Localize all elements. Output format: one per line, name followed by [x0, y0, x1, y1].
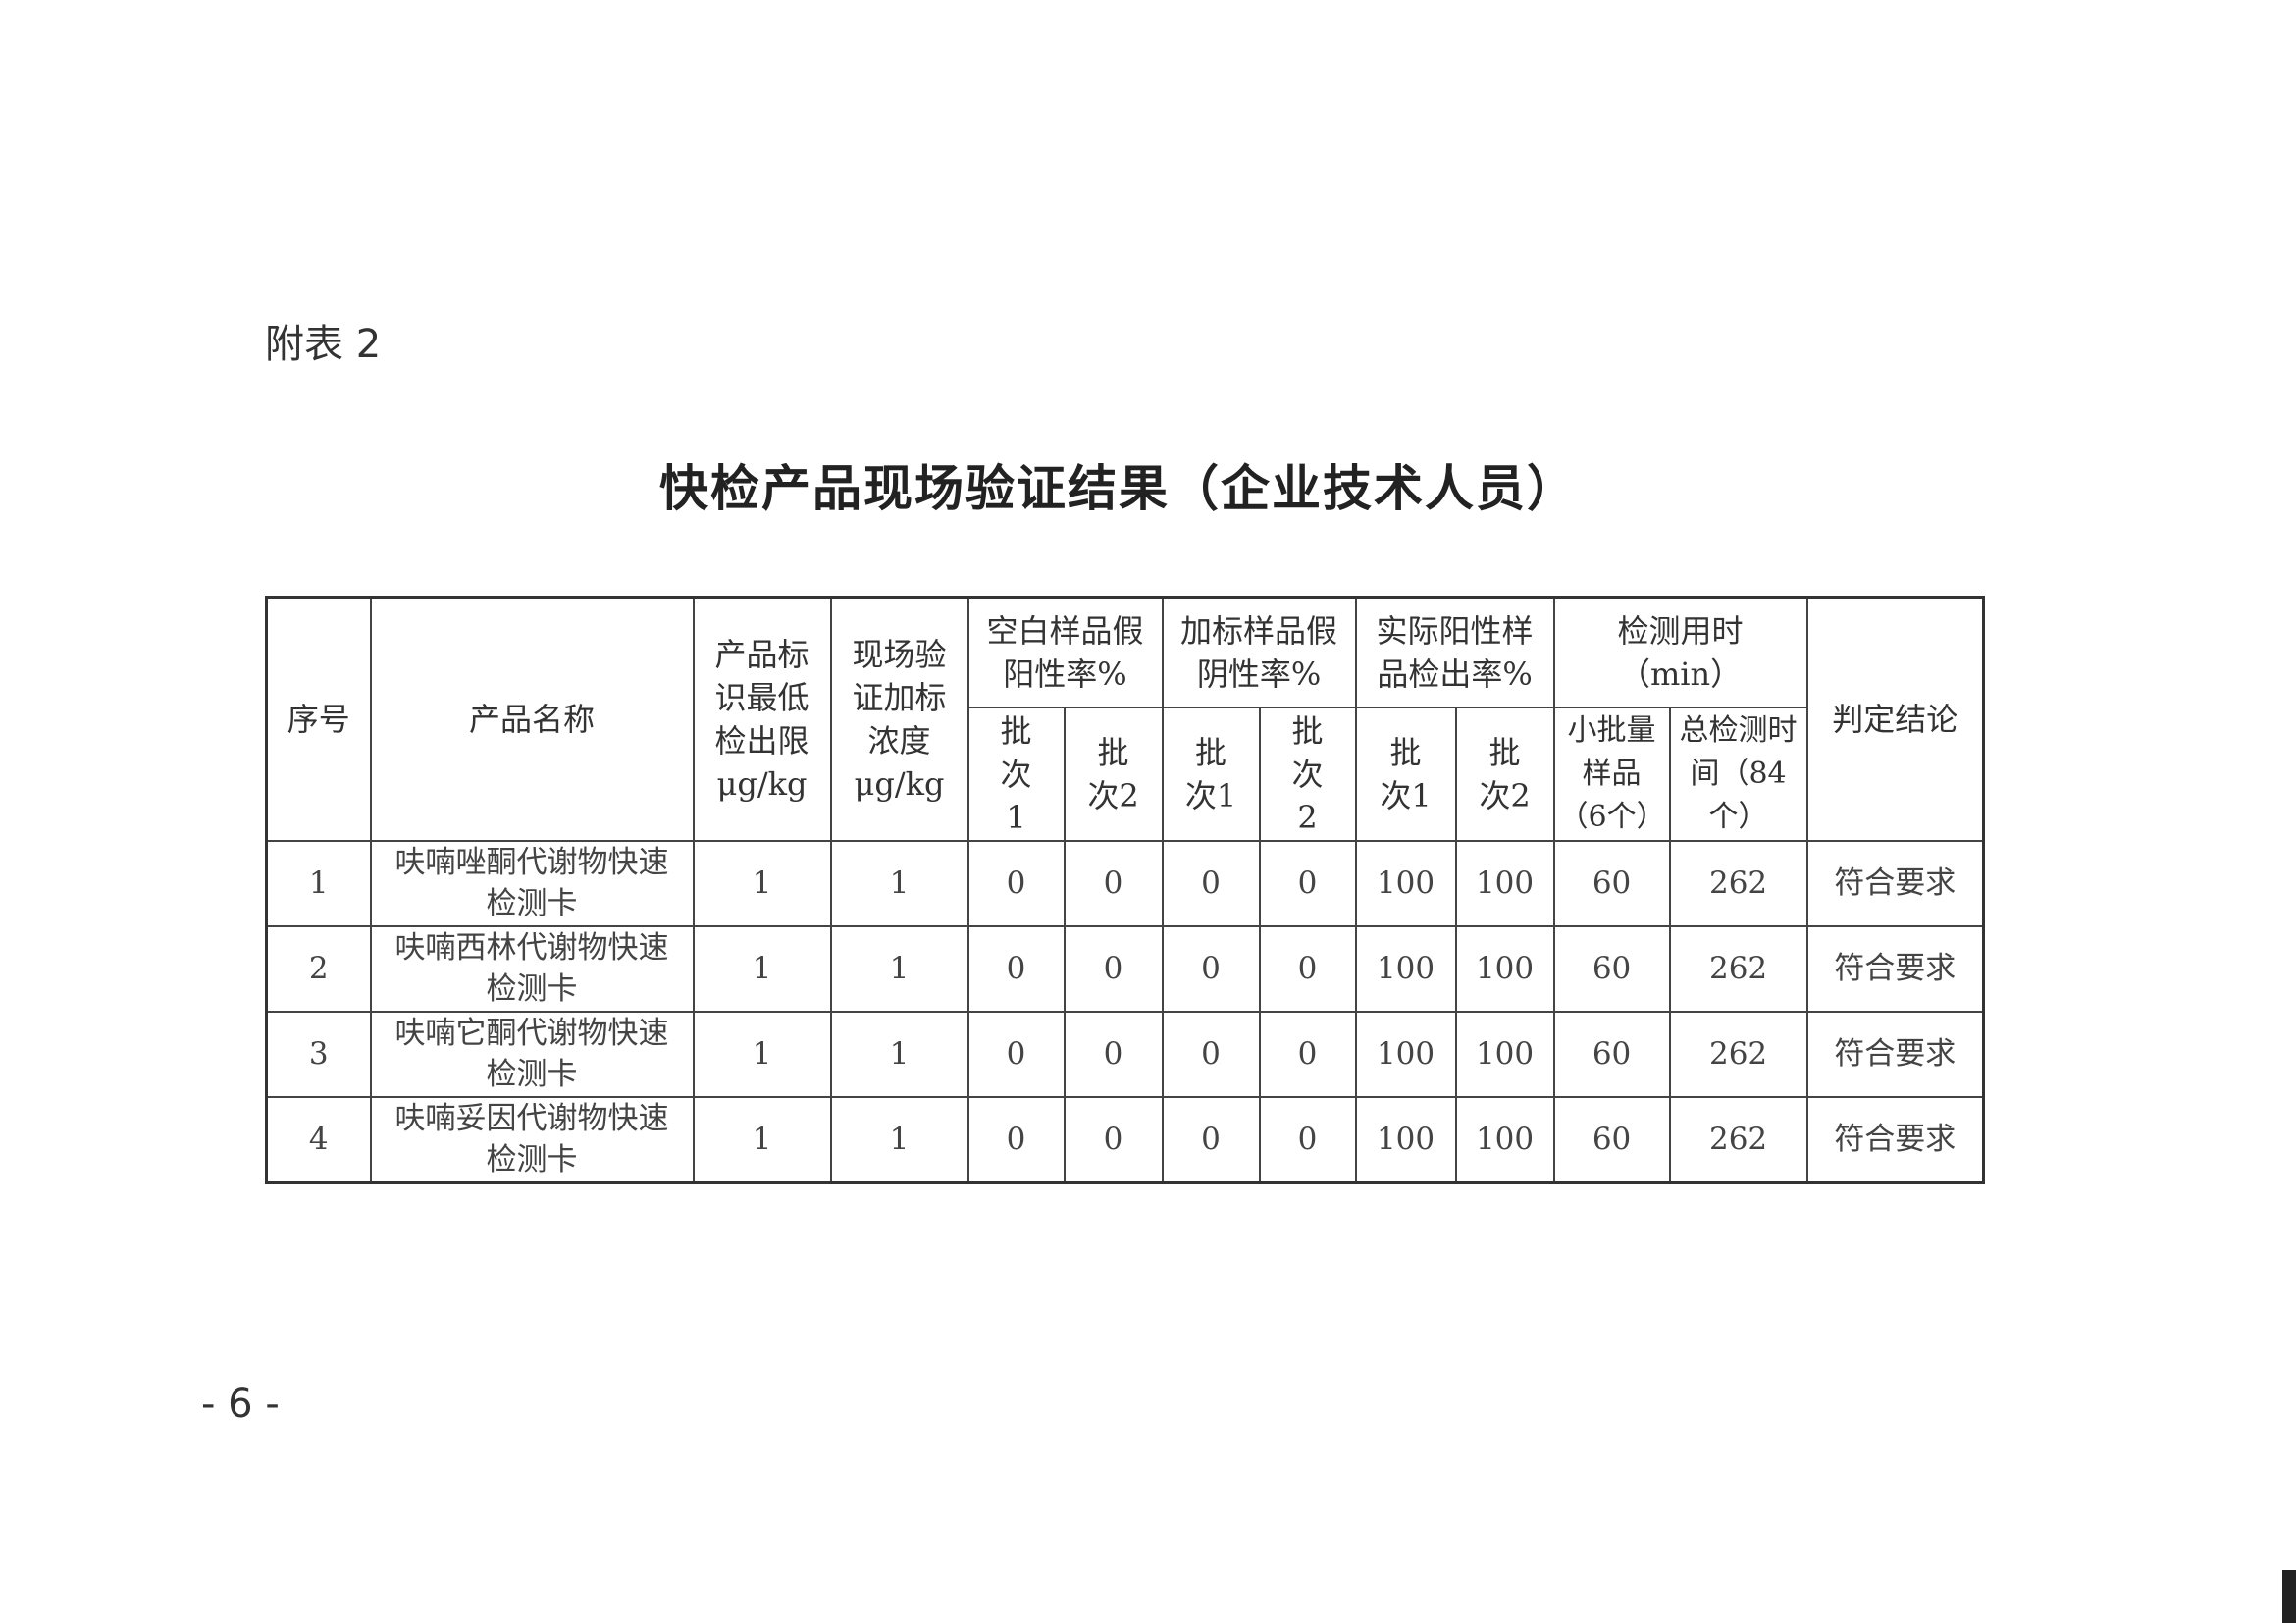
cell-lod: 1: [692, 1095, 832, 1183]
cell-bfp2: 0: [1063, 924, 1164, 1013]
cell-total: 262: [1668, 924, 1808, 1013]
cell-small: 60: [1552, 1095, 1671, 1183]
cell-spike: 1: [829, 924, 969, 1013]
cell-pd1: 100: [1354, 839, 1457, 927]
appendix-label: 附表 2: [265, 322, 382, 367]
cell-spike: 1: [829, 1010, 969, 1098]
cell-spike: 1: [829, 839, 969, 927]
cell-small: 60: [1552, 924, 1671, 1013]
cell-sfn2: 0: [1258, 1095, 1357, 1183]
cell-pd2: 100: [1454, 924, 1555, 1013]
cell-conclusion: 符合要求: [1805, 839, 1985, 927]
cell-bfp2: 0: [1063, 1010, 1164, 1098]
header-lod: 产品标识最低检出限μg/kg: [692, 596, 832, 842]
cell-index: 3: [265, 1010, 372, 1098]
cell-lod: 1: [692, 839, 832, 927]
table-row: 2 呋喃西林代谢物快速检测卡 1 1 0 0 0 0 100 100 60 262 符合要求: [265, 924, 1985, 1013]
cell-total: 262: [1668, 839, 1808, 927]
header-product-name: 产品名称: [369, 596, 695, 842]
cell-bfp1: 0: [966, 839, 1066, 927]
header-conclusion: 判定结论: [1805, 596, 1985, 842]
header-total-time: 总检测时间（84个）: [1668, 706, 1808, 842]
scan-edge-mark: [2282, 1570, 2296, 1623]
cell-index: 4: [265, 1095, 372, 1183]
cell-index: 2: [265, 924, 372, 1013]
cell-spike: 1: [829, 1095, 969, 1183]
header-time: 检测用时（min）: [1552, 596, 1808, 708]
results-table: 序号 产品名称 产品标识最低检出限μg/kg 现场验证加标浓度μg/kg 空白样…: [265, 596, 1986, 1184]
header-spiked-false-negative: 加标样品假阴性率%: [1161, 596, 1357, 708]
cell-pd2: 100: [1454, 1010, 1555, 1098]
table-row: 3 呋喃它酮代谢物快速检测卡 1 1 0 0 0 0 100 100 60 262 符合要求: [265, 1010, 1985, 1098]
cell-lod: 1: [692, 1010, 832, 1098]
cell-pd2: 100: [1454, 839, 1555, 927]
header-batch-2: 批次2: [1454, 706, 1555, 842]
cell-bfp1: 0: [966, 1095, 1066, 1183]
cell-conclusion: 符合要求: [1805, 924, 1985, 1013]
cell-pd1: 100: [1354, 1095, 1457, 1183]
header-batch-2: 批次2: [1063, 706, 1164, 842]
header-spike-concentration: 现场验证加标浓度μg/kg: [829, 596, 969, 842]
cell-sfn1: 0: [1161, 839, 1261, 927]
cell-total: 262: [1668, 1095, 1808, 1183]
cell-name: 呋喃妥因代谢物快速检测卡: [369, 1095, 695, 1183]
cell-lod: 1: [692, 924, 832, 1013]
header-positive-detection: 实际阳性样品检出率%: [1354, 596, 1555, 708]
cell-name: 呋喃唑酮代谢物快速检测卡: [369, 839, 695, 927]
header-small-batch: 小批量样品（6个）: [1552, 706, 1671, 842]
cell-pd1: 100: [1354, 1010, 1457, 1098]
cell-conclusion: 符合要求: [1805, 1010, 1985, 1098]
cell-sfn1: 0: [1161, 924, 1261, 1013]
cell-bfp1: 0: [966, 924, 1066, 1013]
cell-sfn1: 0: [1161, 1095, 1261, 1183]
cell-bfp2: 0: [1063, 839, 1164, 927]
cell-small: 60: [1552, 839, 1671, 927]
cell-total: 262: [1668, 1010, 1808, 1098]
header-blank-false-positive: 空白样品假阳性率%: [966, 596, 1164, 708]
cell-sfn2: 0: [1258, 1010, 1357, 1098]
header-batch-1: 批次1: [1354, 706, 1457, 842]
table-row: 4 呋喃妥因代谢物快速检测卡 1 1 0 0 0 0 100 100 60 262 符合要求: [265, 1095, 1985, 1183]
header-batch-2: 批次2: [1258, 706, 1357, 842]
cell-small: 60: [1552, 1010, 1671, 1098]
cell-index: 1: [265, 839, 372, 927]
header-batch-1: 批次1: [966, 706, 1066, 842]
table-row: 1 呋喃唑酮代谢物快速检测卡 1 1 0 0 0 0 100 100 60 262 符合要求: [265, 839, 1985, 927]
cell-sfn1: 0: [1161, 1010, 1261, 1098]
cell-pd2: 100: [1454, 1095, 1555, 1183]
page-number: - 6 -: [201, 1382, 280, 1427]
cell-bfp1: 0: [966, 1010, 1066, 1098]
header-index: 序号: [265, 596, 372, 842]
cell-bfp2: 0: [1063, 1095, 1164, 1183]
cell-name: 呋喃西林代谢物快速检测卡: [369, 924, 695, 1013]
cell-pd1: 100: [1354, 924, 1457, 1013]
cell-sfn2: 0: [1258, 924, 1357, 1013]
cell-conclusion: 符合要求: [1805, 1095, 1985, 1183]
document-title: 快检产品现场验证结果（企业技术人员）: [659, 459, 1578, 517]
cell-name: 呋喃它酮代谢物快速检测卡: [369, 1010, 695, 1098]
header-batch-1: 批次1: [1161, 706, 1261, 842]
cell-sfn2: 0: [1258, 839, 1357, 927]
